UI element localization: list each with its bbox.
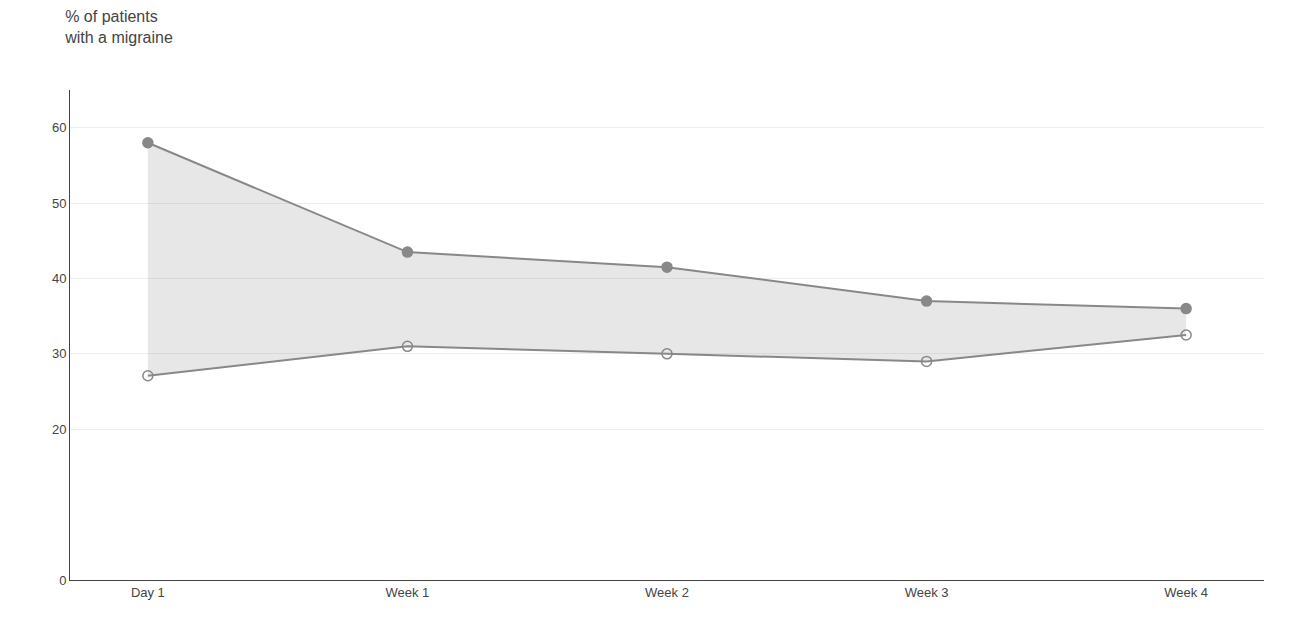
svg-text:Day 1: Day 1 — [131, 585, 165, 600]
svg-text:Week 4: Week 4 — [1164, 585, 1208, 600]
svg-text:Week 2: Week 2 — [645, 585, 689, 600]
svg-text:Week 3: Week 3 — [905, 585, 949, 600]
svg-text:0: 0 — [59, 573, 66, 588]
svg-text:20: 20 — [52, 422, 66, 437]
svg-text:% of patientswith a migraine: % of patientswith a migraine — [64, 8, 173, 46]
svg-text:50: 50 — [52, 196, 66, 211]
svg-text:60: 60 — [52, 120, 66, 135]
svg-text:40: 40 — [52, 271, 66, 286]
svg-text:Week 1: Week 1 — [386, 585, 430, 600]
svg-text:30: 30 — [52, 346, 66, 361]
